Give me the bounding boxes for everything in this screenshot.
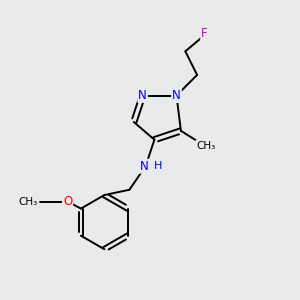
Text: CH₃: CH₃: [196, 141, 216, 151]
Text: CH₃: CH₃: [19, 196, 38, 206]
Text: F: F: [201, 27, 208, 40]
Text: H: H: [154, 161, 162, 171]
Text: O: O: [63, 195, 72, 208]
Text: N: N: [140, 160, 148, 173]
Text: N: N: [138, 89, 147, 102]
Text: N: N: [172, 89, 181, 102]
